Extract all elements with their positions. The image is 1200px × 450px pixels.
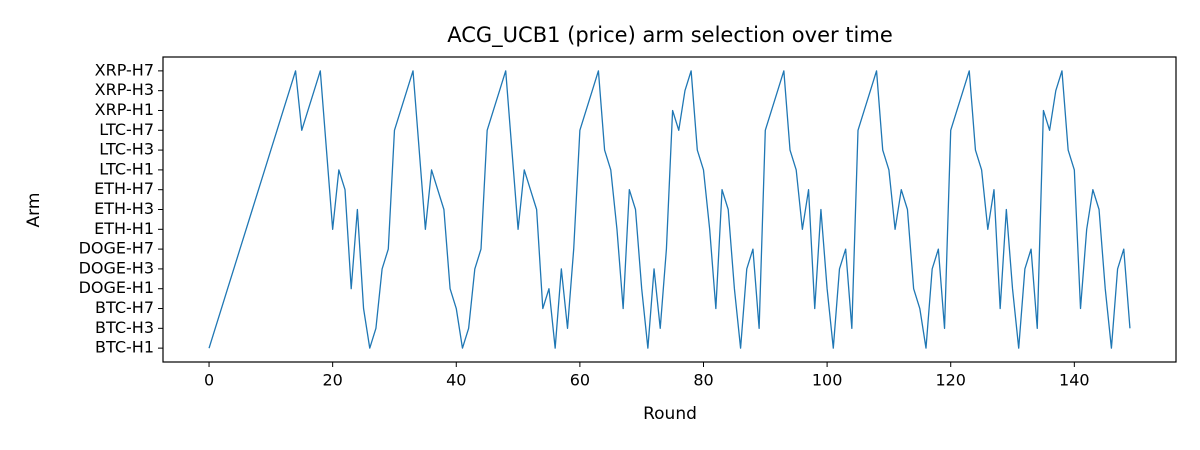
- plot-frame: [162, 56, 1177, 363]
- x-tick-label: 40: [446, 371, 466, 390]
- y-tick-label: DOGE-H1: [79, 278, 154, 297]
- y-tick-label: BTC-H1: [95, 338, 154, 357]
- y-tick-label: ETH-H3: [94, 199, 154, 218]
- y-tick-label: LTC-H1: [99, 159, 154, 178]
- y-axis-label: Arm: [24, 193, 44, 228]
- y-tick-label: DOGE-H3: [79, 258, 154, 277]
- x-tick-label: 120: [935, 371, 966, 390]
- x-tick-label: 20: [322, 371, 342, 390]
- x-axis-label: Round: [643, 404, 697, 424]
- x-tick-label: 0: [204, 371, 214, 390]
- y-tick-label: BTC-H7: [95, 298, 154, 317]
- y-tick-label: DOGE-H7: [79, 239, 154, 258]
- y-tick-label: BTC-H3: [95, 318, 154, 337]
- chart-title: ACG_UCB1 (price) arm selection over time: [447, 23, 893, 48]
- y-tick-label: XRP-H3: [95, 80, 154, 99]
- y-tick-label: ETH-H1: [94, 219, 154, 238]
- x-tick-label: 60: [570, 371, 590, 390]
- x-tick-label: 100: [812, 371, 843, 390]
- y-tick-label: XRP-H7: [95, 60, 154, 79]
- y-tick-label: XRP-H1: [95, 100, 154, 119]
- y-tick-label: LTC-H7: [99, 120, 154, 139]
- x-tick-label: 80: [693, 371, 713, 390]
- y-tick-label: ETH-H7: [94, 179, 154, 198]
- x-tick-label: 140: [1059, 371, 1090, 390]
- y-tick-label: LTC-H3: [99, 140, 154, 159]
- line: [208, 70, 1131, 349]
